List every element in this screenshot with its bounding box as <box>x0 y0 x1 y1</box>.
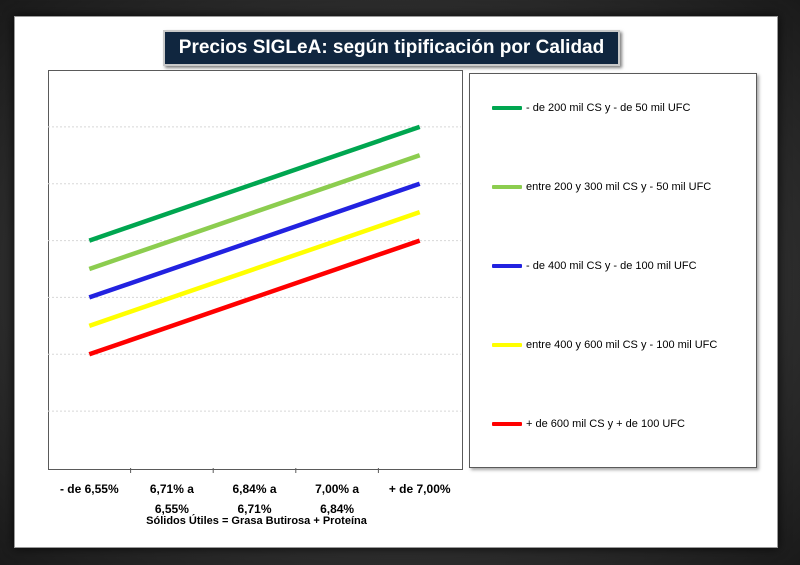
series-line-4 <box>88 210 421 328</box>
legend-item: + de 600 mil CS y + de 100 UFC <box>492 418 685 430</box>
x-tick-label: - de 6,55% <box>60 482 119 496</box>
x-tick-label: 6,84% a 6,71% <box>232 482 276 516</box>
legend-swatch <box>492 185 522 189</box>
legend-swatch <box>492 343 522 347</box>
series-line-3 <box>88 181 421 300</box>
legend-item: entre 200 y 300 mil CS y - 50 mil UFC <box>492 181 711 193</box>
series-lines <box>88 124 421 357</box>
gridlines <box>48 126 461 473</box>
series-line-1 <box>88 124 421 243</box>
legend-item: - de 200 mil CS y - de 50 mil UFC <box>492 102 690 114</box>
legend-item: entre 400 y 600 mil CS y - 100 mil UFC <box>492 339 717 351</box>
legend-swatch <box>492 106 522 110</box>
series-line-5 <box>88 238 421 357</box>
legend-label: entre 200 y 300 mil CS y - 50 mil UFC <box>526 181 712 193</box>
legend-label: - de 400 mil CS y - de 100 mil UFC <box>526 260 697 272</box>
legend: - de 200 mil CS y - de 50 mil UFC entre 2… <box>469 73 757 468</box>
x-tick-label: + de 7,00% <box>389 482 451 496</box>
legend-swatch <box>492 264 522 268</box>
series-line-2 <box>88 153 421 272</box>
x-tick-label: 6,71% a 6,55% <box>150 482 194 516</box>
legend-label: - de 200 mil CS y - de 50 mil UFC <box>526 102 691 114</box>
legend-swatch <box>492 422 522 426</box>
legend-item: - de 400 mil CS y - de 100 mil UFC <box>492 260 697 272</box>
x-tick-labels: - de 6,55% 6,71% a 6,55% 6,84% a 6,71% 7,00% … <box>60 482 451 516</box>
x-tick-label: 7,00% a 6,84% <box>315 482 359 516</box>
legend-label: entre 400 y 600 mil CS y - 100 mil UFC <box>526 339 718 351</box>
legend-label: + de 600 mil CS y + de 100 UFC <box>526 418 685 430</box>
x-axis-label: Sólidos Útiles = Grasa Butirosa + Proteí… <box>146 514 368 527</box>
chart-title: Precios SIGLeA: según tipificación por C… <box>163 30 620 66</box>
